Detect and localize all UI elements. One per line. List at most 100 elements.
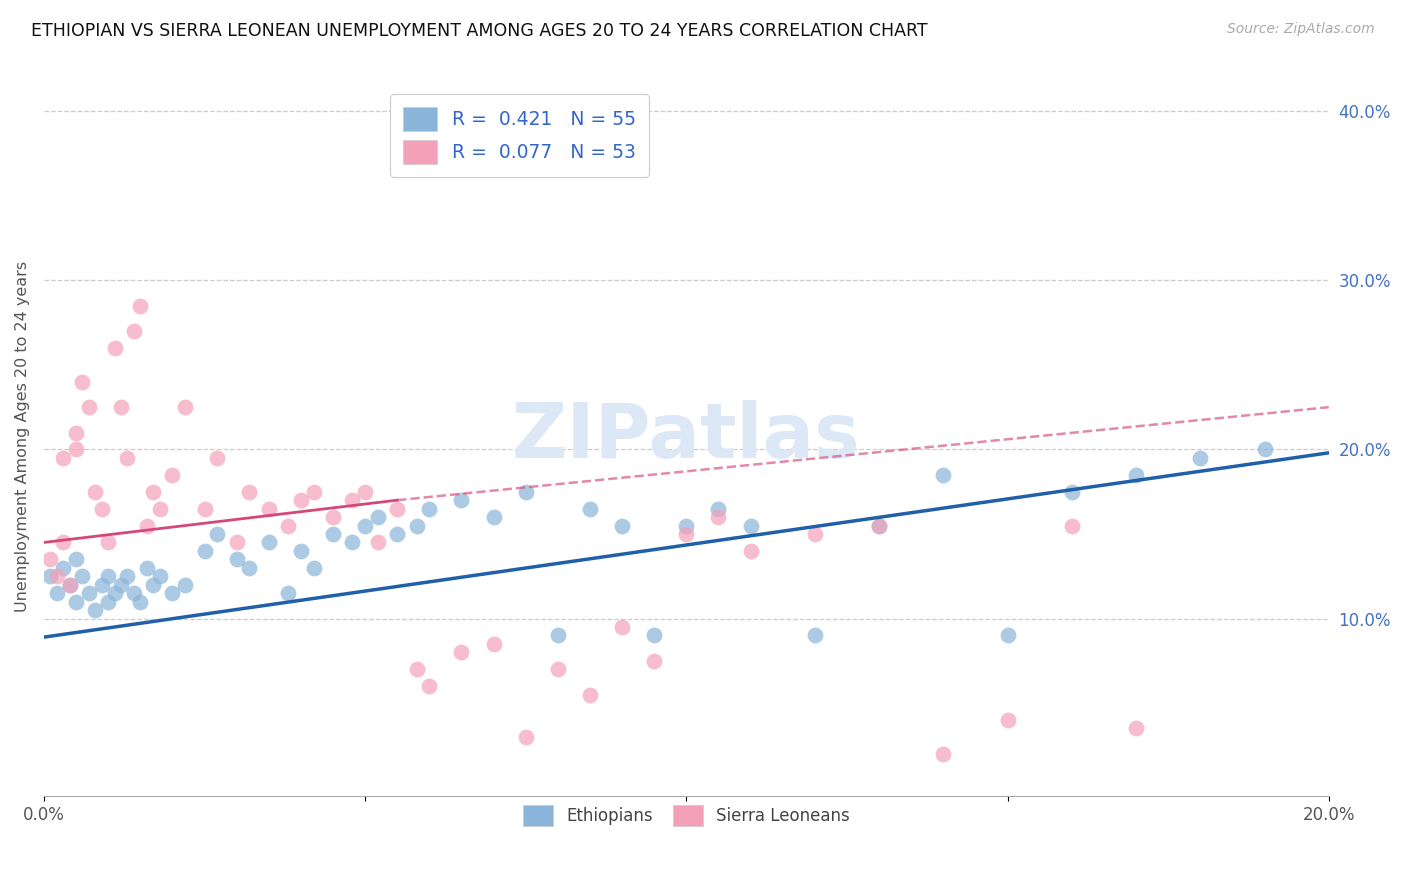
Legend: Ethiopians, Sierra Leoneans: Ethiopians, Sierra Leoneans — [515, 797, 858, 835]
Y-axis label: Unemployment Among Ages 20 to 24 years: Unemployment Among Ages 20 to 24 years — [15, 261, 30, 612]
Point — [97, 594, 120, 608]
Point — [405, 662, 427, 676]
Point — [90, 501, 112, 516]
Point — [868, 518, 890, 533]
Point — [740, 544, 762, 558]
Point — [135, 518, 157, 533]
Point — [1253, 442, 1275, 457]
Point — [804, 628, 827, 642]
Point — [932, 747, 955, 761]
Point — [643, 654, 665, 668]
Point — [129, 594, 152, 608]
Point — [52, 561, 75, 575]
Point — [117, 450, 139, 465]
Point — [450, 645, 472, 659]
Point — [110, 400, 132, 414]
Point — [418, 679, 440, 693]
Point — [110, 578, 132, 592]
Point — [450, 493, 472, 508]
Point — [77, 586, 100, 600]
Point — [997, 628, 1019, 642]
Point — [65, 552, 87, 566]
Point — [45, 586, 67, 600]
Point — [804, 527, 827, 541]
Point — [257, 501, 280, 516]
Point — [122, 586, 145, 600]
Point — [148, 501, 170, 516]
Point — [643, 628, 665, 642]
Point — [868, 518, 890, 533]
Point — [367, 510, 389, 524]
Point — [740, 518, 762, 533]
Point — [515, 730, 537, 744]
Point — [290, 544, 312, 558]
Text: Source: ZipAtlas.com: Source: ZipAtlas.com — [1227, 22, 1375, 37]
Point — [122, 324, 145, 338]
Point — [405, 518, 427, 533]
Point — [515, 484, 537, 499]
Point — [290, 493, 312, 508]
Point — [675, 527, 697, 541]
Point — [302, 484, 325, 499]
Point — [354, 484, 377, 499]
Point — [193, 501, 215, 516]
Point — [90, 578, 112, 592]
Point — [97, 535, 120, 549]
Point — [129, 299, 152, 313]
Point — [367, 535, 389, 549]
Point — [58, 578, 80, 592]
Point — [162, 467, 184, 482]
Point — [142, 578, 165, 592]
Point — [387, 527, 409, 541]
Point — [52, 535, 75, 549]
Point — [707, 501, 730, 516]
Point — [707, 510, 730, 524]
Point — [39, 552, 62, 566]
Point — [148, 569, 170, 583]
Point — [579, 688, 602, 702]
Point — [207, 527, 229, 541]
Point — [39, 569, 62, 583]
Point — [418, 501, 440, 516]
Point — [1189, 450, 1212, 465]
Point — [238, 561, 260, 575]
Point — [547, 628, 569, 642]
Point — [84, 484, 107, 499]
Point — [932, 467, 955, 482]
Point — [342, 535, 364, 549]
Point — [1125, 467, 1147, 482]
Point — [322, 510, 344, 524]
Point — [117, 569, 139, 583]
Point — [84, 603, 107, 617]
Text: ZIPatlas: ZIPatlas — [512, 400, 860, 474]
Point — [257, 535, 280, 549]
Point — [103, 341, 125, 355]
Point — [72, 375, 94, 389]
Point — [675, 518, 697, 533]
Point — [1060, 518, 1083, 533]
Point — [277, 518, 299, 533]
Point — [547, 662, 569, 676]
Point — [579, 501, 602, 516]
Point — [65, 594, 87, 608]
Point — [610, 518, 633, 533]
Point — [354, 518, 377, 533]
Point — [482, 510, 505, 524]
Point — [238, 484, 260, 499]
Point — [610, 620, 633, 634]
Text: ETHIOPIAN VS SIERRA LEONEAN UNEMPLOYMENT AMONG AGES 20 TO 24 YEARS CORRELATION C: ETHIOPIAN VS SIERRA LEONEAN UNEMPLOYMENT… — [31, 22, 928, 40]
Point — [58, 578, 80, 592]
Point — [174, 578, 197, 592]
Point — [77, 400, 100, 414]
Point — [322, 527, 344, 541]
Point — [1125, 722, 1147, 736]
Point — [302, 561, 325, 575]
Point — [482, 637, 505, 651]
Point — [97, 569, 120, 583]
Point — [174, 400, 197, 414]
Point — [193, 544, 215, 558]
Point — [997, 713, 1019, 727]
Point — [207, 450, 229, 465]
Point — [225, 535, 247, 549]
Point — [342, 493, 364, 508]
